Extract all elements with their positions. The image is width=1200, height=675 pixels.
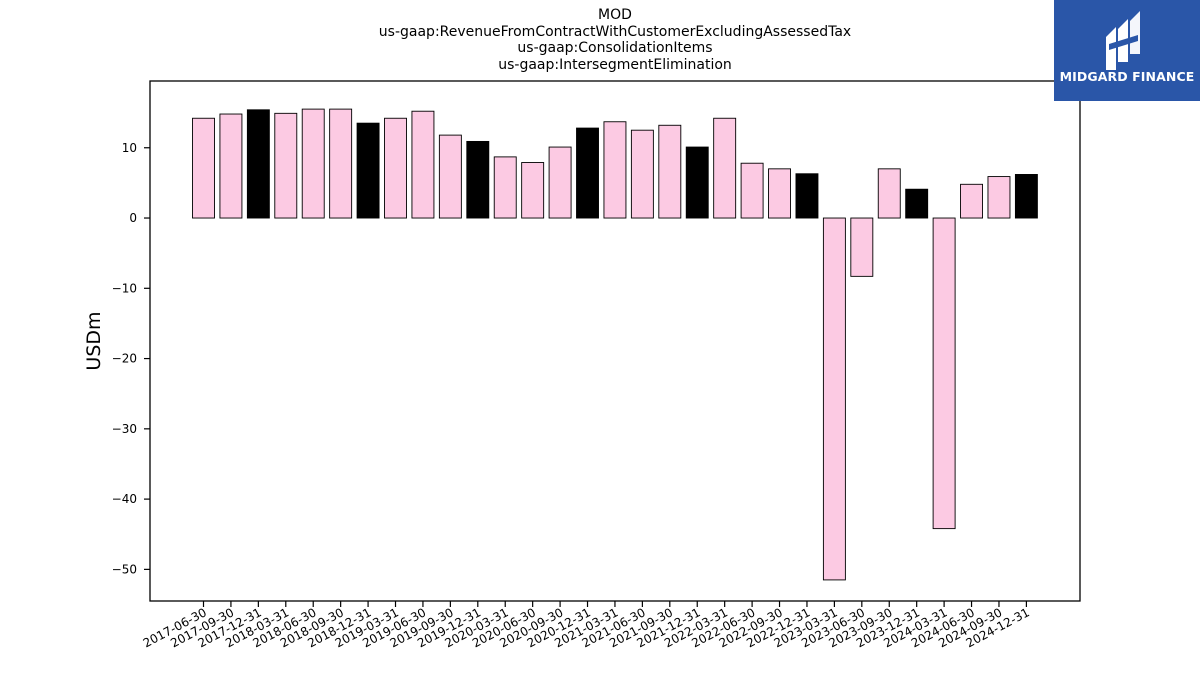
- bar: [493, 156, 517, 219]
- bar: [329, 108, 353, 219]
- bar: [466, 140, 490, 219]
- title-line-4: us-gaap:IntersegmentElimination: [498, 56, 732, 73]
- bar: [630, 129, 654, 219]
- bar: [740, 162, 764, 219]
- bar: [438, 134, 462, 219]
- bar: [713, 117, 737, 219]
- midgard-finance-logo: MIDGARD FINANCE: [1054, 0, 1200, 101]
- bar: [685, 146, 709, 219]
- bar: [301, 108, 325, 219]
- bar: [246, 109, 270, 219]
- y-axis-label: USDm: [83, 311, 105, 370]
- bar: [384, 117, 407, 219]
- y-tick-label: −20: [112, 352, 137, 366]
- bar: [548, 146, 572, 219]
- bar: [274, 112, 298, 219]
- bar: [1014, 174, 1038, 219]
- title-line-1: MOD: [598, 7, 632, 23]
- logo-text: MIDGARD FINANCE: [1059, 69, 1195, 84]
- bar: [521, 162, 545, 219]
- bar: [905, 188, 929, 219]
- title-line-2: us-gaap:RevenueFromContractWithCustomerE…: [378, 23, 852, 40]
- bar: [603, 121, 627, 219]
- bar: [658, 124, 682, 219]
- bar: [987, 176, 1011, 219]
- bar: [960, 183, 983, 219]
- y-tick-label: −50: [112, 562, 137, 576]
- bar: [356, 122, 380, 219]
- midgard-logo-icon: [1106, 11, 1140, 70]
- y-tick-label: −40: [112, 492, 137, 506]
- bar: [219, 113, 243, 219]
- title-line-3: us-gaap:ConsolidationItems: [517, 40, 713, 56]
- bar: [768, 168, 791, 219]
- bar: [822, 217, 846, 581]
- bar: [576, 127, 599, 219]
- bar: [795, 173, 819, 219]
- bar: [932, 217, 956, 530]
- chart-title: MOD us-gaap:RevenueFromContractWithCusto…: [150, 7, 1080, 73]
- y-tick-label: 0: [129, 211, 137, 225]
- y-tick-label: −30: [112, 422, 137, 436]
- y-tick-label: −10: [112, 281, 137, 295]
- y-tick-label: 10: [122, 141, 137, 155]
- bar: [850, 217, 874, 277]
- bar: [192, 117, 215, 219]
- bar: [877, 168, 901, 219]
- bar: [411, 110, 435, 219]
